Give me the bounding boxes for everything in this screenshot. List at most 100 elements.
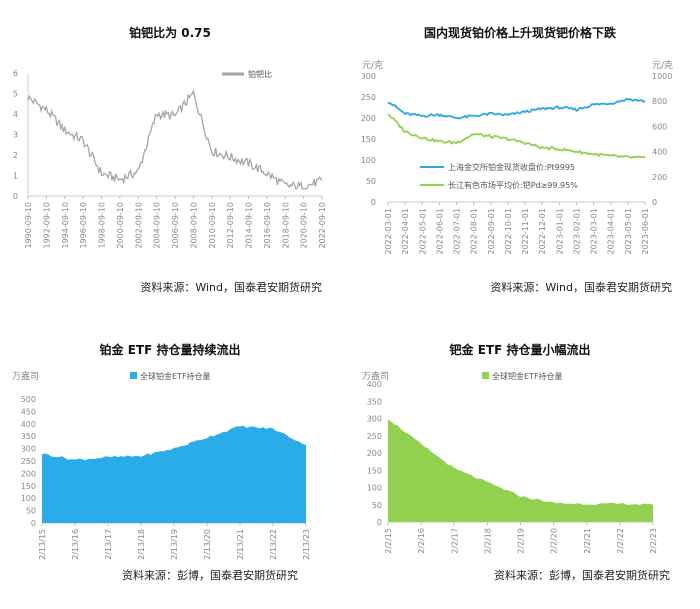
x-tick-label: 2/13/19 [170,529,179,560]
chart-title: 铂钯比为 0.75 [129,26,211,40]
x-tick-label: 2/13/17 [104,529,113,560]
chart-title: 铂金 ETF 持仓量持续流出 [99,343,241,357]
x-tick-label: 2022-06-01 [435,208,444,255]
chart-panel-platinum-etf: 铂金 ETF 持仓量持续流出 万盎司 0 50 100 150 200 250 300 350… [0,305,350,609]
x-tick-label: 2/2/16 [417,528,426,554]
x-tick-label: 2014-09-10 [245,202,254,249]
y-tick-label: 100 [21,494,36,503]
source-note: 资料来源：Wind，国泰君安期货研究 [490,281,672,294]
x-tick-label: 2/13/20 [203,529,212,560]
series-area [388,419,653,522]
x-tick-label: 2/2/20 [550,528,559,554]
x-tick-label: 2/13/15 [38,529,47,560]
x-tick-label: 1994-09-10 [61,202,70,249]
y-tick-label: 0 [652,198,657,207]
y-tick-label: 50 [372,501,382,510]
x-tick-label: 2022-03-01 [384,208,393,255]
x-tick-label: 2/13/18 [137,529,146,560]
x-tick-label: 2/13/23 [302,529,311,560]
x-tick-label: 2002-09-10 [134,202,143,249]
x-tick-label: 2016-09-10 [263,202,272,249]
y-tick-label: 600 [652,122,667,131]
series-line-palladium [387,113,646,159]
y-tick-label: 6 [13,69,18,78]
y-tick-label: 450 [21,407,36,416]
y-tick-label: 300 [361,72,376,81]
x-tick-label: 2004-09-10 [153,202,162,249]
ratio-line-chart: 0 1 2 3 4 5 6 1990-09-10 1992-09-10 1994-09-10 199… [13,69,327,249]
x-tick-label: 2/13/21 [236,529,245,560]
y-tick-label: 400 [367,380,382,389]
x-tick-label: 2/2/21 [583,528,592,554]
palladium-etf-area-chart: 0 50 100 150 200 250 300 350 400 2/2/15 2/2/16 2/2/… [367,371,658,554]
series-area [42,425,306,523]
x-tick-label: 2022-07-01 [453,208,462,255]
x-tick-label: 2/2/18 [483,528,492,554]
x-tick-label: 1990-09-10 [24,202,33,249]
y-tick-label: 250 [361,93,376,102]
x-tick-label: 2022-05-01 [418,208,427,255]
x-tick-label: 2012-09-10 [226,202,235,249]
x-tick-label: 2023-06-01 [641,208,650,255]
y-tick-label: 3 [13,131,18,140]
x-tick-label: 2023-05-01 [624,208,633,255]
unit-label: 万盎司 [362,372,390,382]
x-tick-label: 2022-12-01 [538,208,547,255]
x-tick-label: 2/13/16 [71,529,80,560]
x-tick-label: 2000-09-10 [116,202,125,249]
legend-label: 全球铂金ETF持仓量 [140,371,211,381]
x-tick-label: 2/2/15 [384,528,393,554]
y-tick-label: 200 [21,469,36,478]
x-tick-label: 2/2/22 [616,528,625,554]
x-tick-label: 2023-04-01 [607,208,616,255]
x-tick-label: 2/2/23 [649,528,658,554]
y-tick-label: 2 [13,151,18,160]
y-tick-label: 100 [367,484,382,493]
legend-label-palladium: 长江有色市场平均价:钯Pd≥99.95% [448,180,578,190]
y-tick-label: 200 [652,173,667,182]
y-tick-label: 300 [21,445,36,454]
y-tick-label: 250 [21,457,36,466]
left-unit-label: 元/克 [362,61,384,71]
spot-price-dual-line-chart: 0 50 100 150 200 250 300 0 200 400 600 800 1000 2022-… [361,72,673,255]
y-tick-label: 350 [367,397,382,406]
chart-panel-spot-prices: 国内现货铂价格上升现货钯价格下跌 元/克 元/克 0 50 100 150 200 250… [350,0,700,304]
x-tick-label: 2023-01-01 [555,208,564,255]
x-tick-label: 1996-09-10 [79,202,88,249]
x-tick-label: 2020-09-10 [300,202,309,249]
legend-swatch [130,372,137,379]
y-tick-label: 200 [367,449,382,458]
y-tick-label: 250 [367,432,382,441]
platinum-etf-area-chart: 0 50 100 150 200 250 300 350 400 450 500 2/13/15 2/1… [21,371,311,560]
y-tick-label: 1000 [652,72,672,81]
x-tick-label: 2023-02-01 [572,208,581,255]
y-tick-label: 1 [13,172,18,181]
legend-swatch [482,372,489,379]
chart-panel-ratio: 铂钯比为 0.75 0 1 2 3 4 5 6 1990-09-10 1992-09-10 199… [0,0,350,304]
y-tick-label: 500 [21,395,36,404]
x-tick-label: 2006-09-10 [171,202,180,249]
y-tick-label: 100 [361,156,376,165]
x-tick-label: 1998-09-10 [98,202,107,249]
y-tick-label: 150 [21,482,36,491]
x-tick-label: 2022-08-01 [470,208,479,255]
x-tick-label: 2/2/19 [517,528,526,554]
chart-panel-palladium-etf: 钯金 ETF 持仓量小幅流出 万盎司 0 50 100 150 200 250 300 350… [350,305,700,609]
y-tick-label: 0 [371,198,376,207]
series-line-ratio [27,88,323,190]
x-tick-label: 2022-09-10 [318,202,327,249]
source-note: 资料来源：彭博，国泰君安期货研究 [122,569,298,582]
x-tick-label: 2/2/17 [450,528,459,554]
y-tick-label: 800 [652,97,667,106]
source-note: 资料来源：Wind，国泰君安期货研究 [140,281,322,294]
x-tick-label: 2022-09-01 [487,208,496,255]
x-tick-label: 1992-09-10 [42,202,51,249]
right-unit-label: 元/克 [652,61,674,71]
legend-label: 全球钯金ETF持仓量 [492,371,563,381]
x-tick-label: 2/13/22 [269,529,278,560]
series-line-platinum [387,97,646,120]
y-tick-label: 0 [13,192,18,201]
y-tick-label: 150 [367,466,382,475]
legend-label: 铂钯比 [248,69,272,79]
chart-title: 钯金 ETF 持仓量小幅流出 [449,343,591,357]
